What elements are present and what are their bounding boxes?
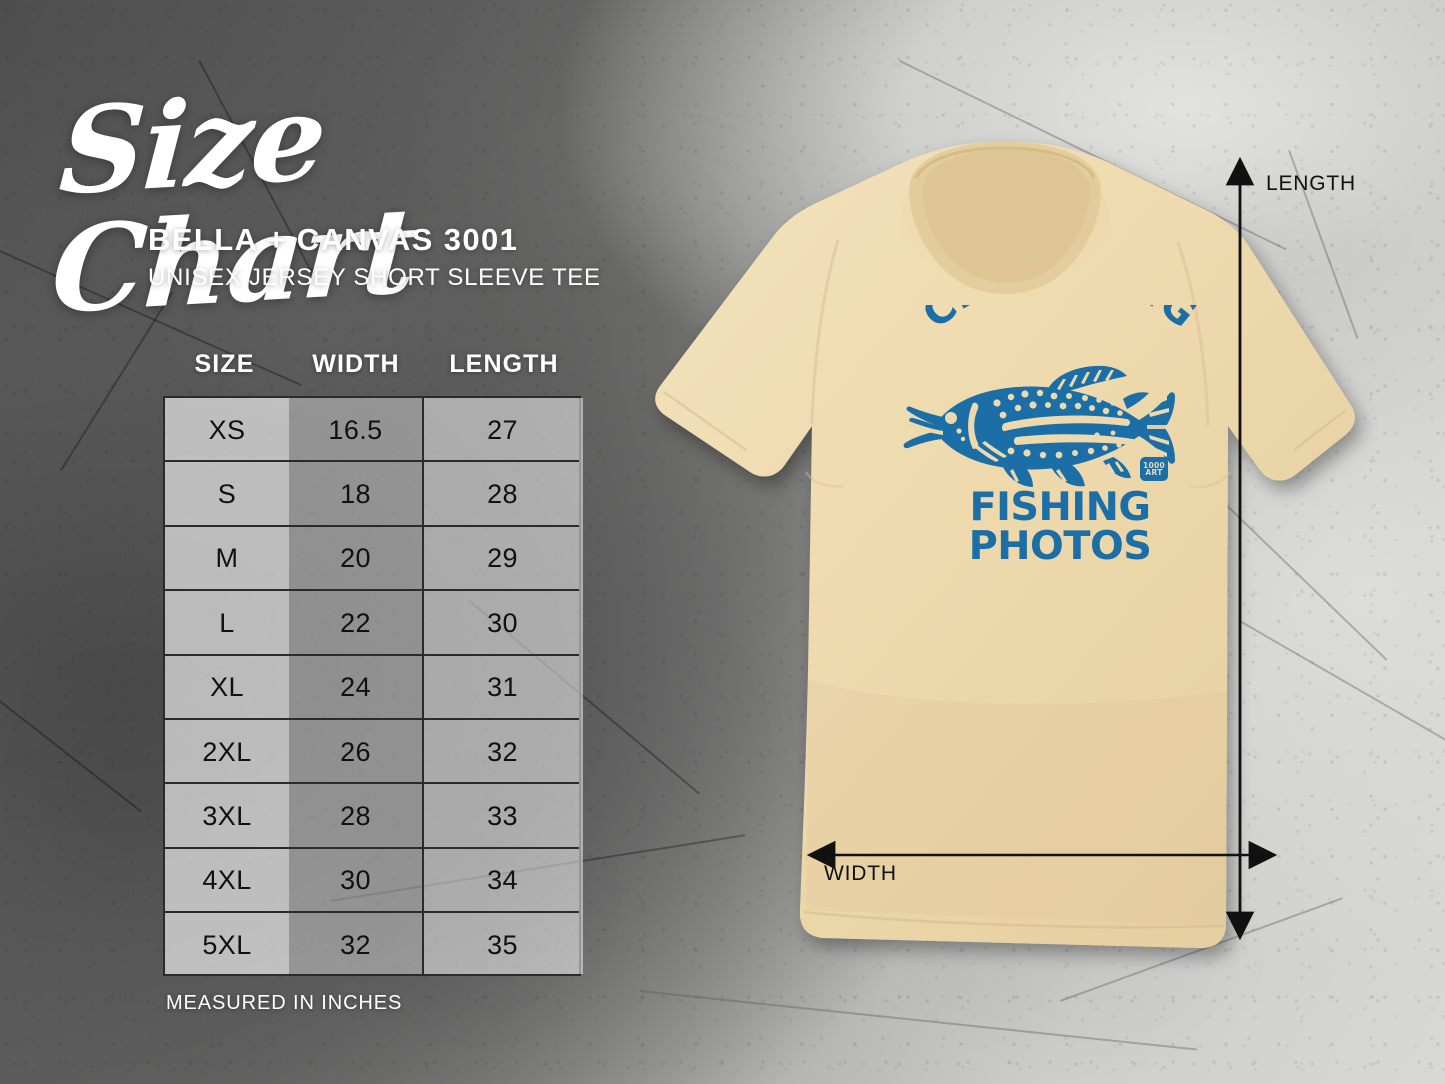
design-top-text: CHICKS DIG	[914, 305, 1206, 338]
brand-badge: 1000 ART	[1140, 457, 1168, 481]
row-divider	[165, 653, 579, 656]
table-row: L 22 30	[165, 591, 579, 656]
row-divider	[165, 782, 579, 785]
cell-width: 16.5	[328, 414, 383, 445]
fabric-fold	[810, 239, 840, 425]
table-header-row: SIZE WIDTH LENGTH	[163, 350, 581, 384]
cell-length: 30	[487, 607, 518, 638]
svg-text:CHICKS DIG: CHICKS DIG	[914, 305, 1206, 338]
sleeve-hem-left	[663, 390, 747, 452]
table-row: XS 16.5 27	[165, 398, 579, 463]
brand-name: BELLA + CANVAS 3001	[148, 222, 519, 257]
row-divider	[165, 524, 579, 527]
column-header-size: SIZE	[194, 350, 255, 378]
badge-line-2: ART	[1145, 468, 1163, 477]
product-subtitle: UNISEX JERSEY SHORT SLEEVE TEE	[148, 264, 601, 291]
cell-size: L	[219, 607, 235, 638]
table-row: 3XL 28 33	[165, 784, 579, 849]
tshirt-body-path	[655, 142, 1355, 949]
cell-size: 3XL	[202, 801, 252, 832]
cell-size: S	[217, 479, 237, 510]
table-row: XL 24 31	[165, 656, 579, 720]
row-divider	[165, 589, 579, 592]
cell-size: 2XL	[202, 736, 252, 767]
table-row: 4XL 30 34	[165, 849, 579, 914]
cell-length: 32	[487, 736, 518, 767]
cell-width: 24	[340, 672, 371, 703]
row-divider	[165, 846, 579, 849]
table-footnote: MEASURED IN INCHES	[166, 992, 403, 1014]
table-row: 5XL 32 35	[165, 913, 579, 977]
column-divider	[422, 398, 424, 974]
collar-shade	[900, 150, 1110, 290]
cell-length: 34	[487, 865, 518, 896]
design-bottom-text: FISHING PHOTOS	[968, 485, 1152, 569]
cell-size: XL	[210, 672, 244, 703]
hem-stitch	[803, 910, 1225, 929]
cell-width: 18	[340, 479, 371, 510]
row-divider	[165, 717, 579, 720]
fabric-fold	[1189, 471, 1231, 488]
cell-length: 35	[487, 929, 518, 960]
cell-width: 30	[340, 865, 371, 896]
width-column-shade	[289, 398, 422, 974]
size-column-shade	[165, 398, 289, 974]
table-row: S 18 28	[165, 462, 579, 527]
cell-length: 31	[487, 672, 518, 703]
tshirt-graphic-design: CHICKS DIG	[895, 305, 1225, 566]
cell-width: 22	[340, 607, 371, 638]
cell-width: 26	[340, 736, 371, 767]
sleeve-hem-right	[1293, 408, 1347, 452]
tshirt-mockup: CHICKS DIG	[600, 120, 1400, 980]
cell-width: 32	[340, 929, 371, 960]
fabric-fold	[1176, 241, 1210, 427]
cell-length: 28	[487, 479, 518, 510]
cell-length: 29	[487, 543, 518, 574]
column-header-length: LENGTH	[449, 350, 559, 378]
cell-width: 20	[340, 543, 371, 574]
cell-width: 28	[340, 801, 371, 832]
table-row: M 20 29	[165, 527, 579, 592]
tshirt-collar-ribbing	[914, 146, 1096, 179]
length-column-shade	[422, 398, 583, 974]
cell-size: XS	[208, 414, 246, 445]
trout-fish-icon	[903, 365, 1175, 487]
row-divider	[165, 460, 579, 463]
fabric-fold	[804, 471, 845, 488]
cell-size: M	[215, 543, 239, 574]
body-shadow	[806, 680, 1226, 926]
cell-size: 4XL	[202, 865, 252, 896]
cell-size: 5XL	[202, 929, 252, 960]
row-divider	[165, 911, 579, 914]
cell-length: 27	[487, 414, 518, 445]
cell-length: 33	[487, 801, 518, 832]
table-row: 2XL 26 32	[165, 720, 579, 785]
length-label: LENGTH	[1266, 172, 1356, 195]
column-header-width: WIDTH	[312, 350, 400, 378]
badge-line-1: 1000	[1142, 460, 1166, 470]
width-label: WIDTH	[824, 862, 897, 885]
size-chart-table: XS 16.5 27 S 18 28 M 20 29 L 22 30 XL 24…	[163, 396, 583, 977]
